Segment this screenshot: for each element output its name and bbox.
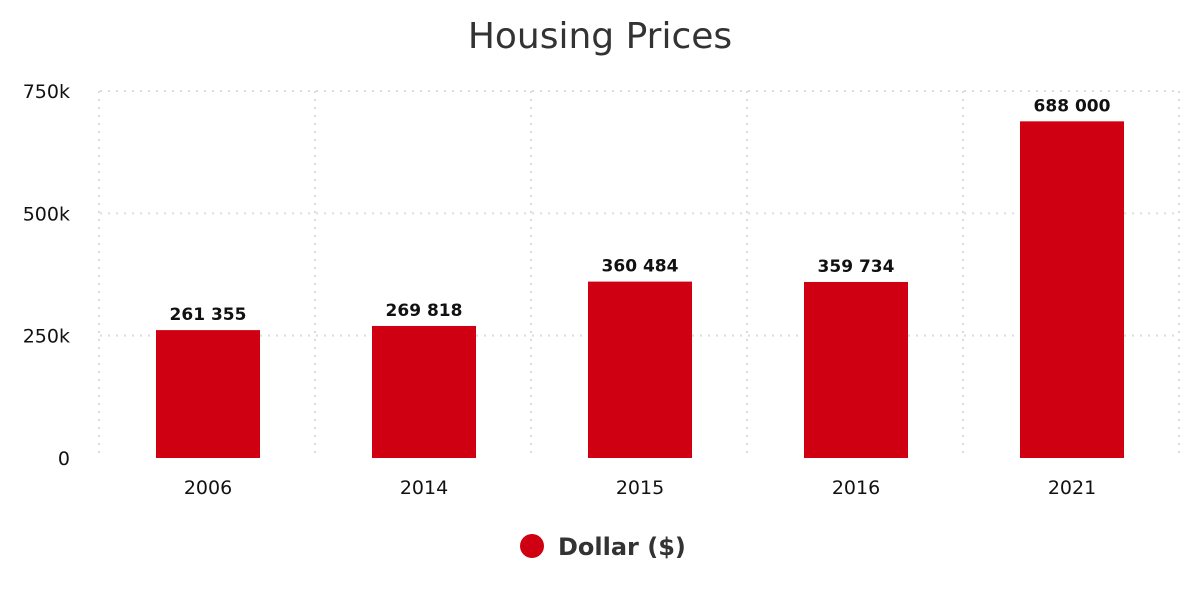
bar-2015[interactable] [588, 281, 692, 458]
data-labels: 261 355 269 818 360 484 359 734 688 000 [170, 96, 1111, 325]
data-label-2021: 688 000 [1034, 96, 1111, 116]
data-label-2014: 269 818 [386, 301, 463, 321]
bar-2014[interactable] [372, 325, 476, 458]
x-tick-label-2006: 2006 [184, 477, 232, 499]
bars [156, 121, 1124, 458]
bar-2016[interactable] [804, 281, 908, 458]
x-tick-label-2016: 2016 [832, 477, 880, 499]
y-axis-ticks: 0 250k 500k 750k [23, 81, 70, 470]
y-tick-label: 250k [23, 326, 70, 348]
legend-label: Dollar ($) [558, 533, 686, 561]
legend-marker [520, 534, 544, 558]
x-tick-label-2014: 2014 [400, 477, 448, 499]
legend[interactable]: Dollar ($) [520, 533, 686, 561]
data-label-2015: 360 484 [602, 257, 679, 277]
x-axis-ticks: 2006 2014 2015 2016 2021 [184, 477, 1096, 499]
x-tick-label-2015: 2015 [616, 477, 664, 499]
data-label-2016: 359 734 [818, 257, 895, 277]
y-tick-label: 750k [23, 81, 70, 103]
bar-2006[interactable] [156, 330, 260, 458]
bar-2021[interactable] [1020, 121, 1124, 458]
data-label-2006: 261 355 [170, 305, 247, 325]
y-tick-label: 0 [58, 448, 70, 470]
x-tick-label-2021: 2021 [1048, 477, 1096, 499]
y-tick-label: 500k [23, 203, 70, 225]
chart-title: Housing Prices [468, 16, 732, 57]
